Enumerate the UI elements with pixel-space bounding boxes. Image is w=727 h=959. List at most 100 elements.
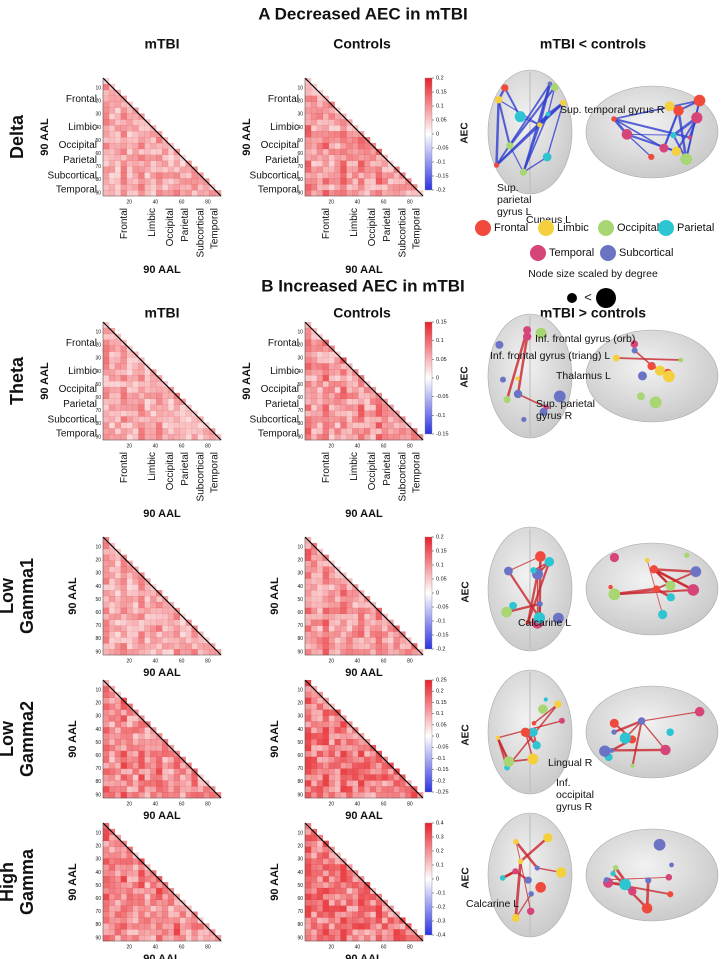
heatmap-cell (103, 703, 110, 710)
heatmap-cell (316, 119, 323, 126)
heatmap-cell (138, 756, 145, 763)
heatmap-cell (179, 625, 186, 632)
heatmap-cell (144, 631, 151, 638)
heatmap-cell (162, 410, 169, 417)
brain-node (691, 112, 703, 124)
axis-label: 90 AAL (67, 577, 79, 615)
heatmap-cell (358, 625, 365, 632)
heatmap-cell (126, 375, 133, 382)
heatmap-cell (120, 911, 127, 918)
heatmap-cell (305, 870, 312, 877)
brain-node (670, 132, 677, 139)
heatmap-cell (144, 882, 151, 889)
heatmap-cell (305, 178, 312, 185)
heatmap-cell (387, 625, 394, 632)
heatmap-cell (114, 554, 121, 561)
colorbar-tick-label: 0.15 (436, 548, 447, 554)
y-tick-label: 90 (297, 792, 303, 798)
heatmap-cell (144, 398, 151, 405)
heatmap-cell (167, 613, 175, 620)
heatmap-cell (114, 703, 121, 710)
heatmap-cell (305, 762, 312, 769)
heatmap-cell (103, 858, 110, 865)
heatmap-cell (203, 434, 210, 441)
y-tick-label: 40 (297, 125, 303, 131)
column-title: mTBI < controls (540, 36, 646, 52)
heatmap-cell (103, 607, 110, 614)
heatmap-cell (322, 601, 329, 609)
heatmap-cell (114, 375, 121, 382)
brain-node (539, 407, 548, 416)
heatmap-cell (393, 416, 400, 423)
heatmap-cell (126, 381, 133, 388)
heatmap-cell (328, 125, 335, 132)
brain-node (538, 704, 548, 714)
heatmap-cell (381, 929, 388, 936)
heatmap-cell (108, 369, 116, 376)
heatmap-cell (108, 154, 116, 161)
heatmap-cell (328, 119, 335, 126)
heatmap-cell (358, 416, 365, 423)
region-label: Parietal (265, 399, 299, 410)
heatmap-cell (179, 166, 186, 173)
heatmap-cell (144, 172, 151, 179)
heatmap-cell (150, 876, 157, 883)
brain-node (649, 565, 659, 574)
heatmap-cell (103, 911, 110, 918)
heatmap-cell (103, 89, 110, 96)
heatmap-cell (310, 756, 318, 763)
x-tick-label: 80 (205, 443, 211, 449)
heatmap-cell (144, 190, 151, 197)
y-tick-label: 20 (95, 844, 101, 850)
brain-top-view (487, 313, 573, 439)
brain-node (652, 585, 660, 593)
heatmap-cell (138, 893, 145, 900)
heatmap-cell (316, 840, 323, 847)
heatmap-cell (346, 410, 353, 417)
heatmap-cell (126, 858, 133, 865)
heatmap-cell (358, 929, 365, 936)
heatmap-cell (369, 410, 377, 417)
region-label: Occipital (59, 140, 97, 151)
heatmap-cell (340, 721, 347, 728)
y-tick-label: 10 (297, 687, 303, 693)
band-label: Low (0, 577, 17, 614)
brain-node (519, 168, 528, 176)
colorbar (424, 822, 433, 936)
heatmap-cell (162, 392, 169, 399)
heatmap-cell (150, 756, 157, 763)
heatmap-cell (334, 613, 341, 620)
heatmap-cell (108, 703, 116, 710)
heatmap-cell (185, 416, 192, 423)
heatmap-cell (387, 649, 394, 656)
region-label: Temporal (258, 429, 299, 440)
heatmap-cell (126, 148, 133, 155)
region-label: Frontal (119, 208, 130, 239)
brain-node (663, 370, 675, 383)
heatmap-cell (173, 428, 180, 435)
heatmap-cell (120, 572, 127, 579)
brain-side-view (585, 685, 719, 779)
colorbar-tick-label: 0 (436, 590, 439, 596)
heatmap-cell (120, 596, 127, 603)
heatmap-cell (310, 929, 318, 936)
heatmap-cell (138, 154, 145, 161)
heatmap-cell (108, 345, 116, 352)
heatmap-cell (310, 172, 318, 179)
heatmap-cell (120, 887, 127, 895)
y-tick-label: 20 (95, 558, 101, 564)
heatmap-cell (316, 917, 323, 924)
heatmap-cell (305, 905, 312, 912)
y-tick-label: 30 (297, 714, 303, 720)
heatmap-cell (305, 715, 312, 722)
heatmap-cell (173, 613, 180, 620)
heatmap-cell (162, 178, 169, 185)
heatmap-cell (132, 870, 139, 877)
section-title: A Decreased AEC in mTBI (258, 4, 467, 23)
heatmap-cell (114, 154, 121, 161)
heatmap-cell (305, 911, 312, 918)
heatmap-cell (346, 392, 353, 399)
connection (641, 720, 666, 751)
heatmap-cell (340, 142, 347, 150)
heatmap-cell (191, 929, 198, 936)
